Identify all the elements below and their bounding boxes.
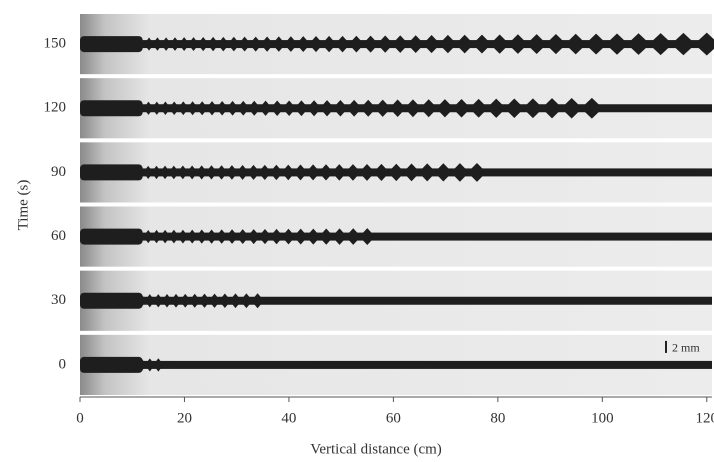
beads [92, 293, 264, 309]
x-tick-label: 120 [696, 410, 714, 426]
y-tick-label: 150 [44, 36, 67, 52]
y-axis-label: Time (s) [15, 180, 31, 231]
thread [80, 232, 712, 241]
beads [92, 358, 164, 372]
thread [80, 296, 712, 305]
x-tick-label: 100 [591, 410, 614, 426]
thread [80, 360, 712, 369]
y-tick-label: 0 [59, 356, 67, 372]
beads [91, 32, 714, 56]
scale-annotation: 2 mm [672, 341, 700, 355]
x-tick-label: 0 [76, 410, 84, 426]
beads [91, 162, 487, 182]
x-tick-label: 40 [281, 410, 296, 426]
x-tick-label: 20 [177, 410, 192, 426]
y-tick-label: 90 [51, 164, 66, 180]
y-tick-label: 120 [44, 100, 67, 116]
y-tick-label: 30 [51, 292, 66, 308]
x-axis-label: Vertical distance (cm) [310, 441, 442, 457]
beads [91, 97, 603, 119]
x-tick-label: 80 [490, 410, 505, 426]
x-tick-label: 60 [386, 410, 401, 426]
beads [91, 228, 376, 246]
y-tick-label: 60 [51, 228, 66, 244]
